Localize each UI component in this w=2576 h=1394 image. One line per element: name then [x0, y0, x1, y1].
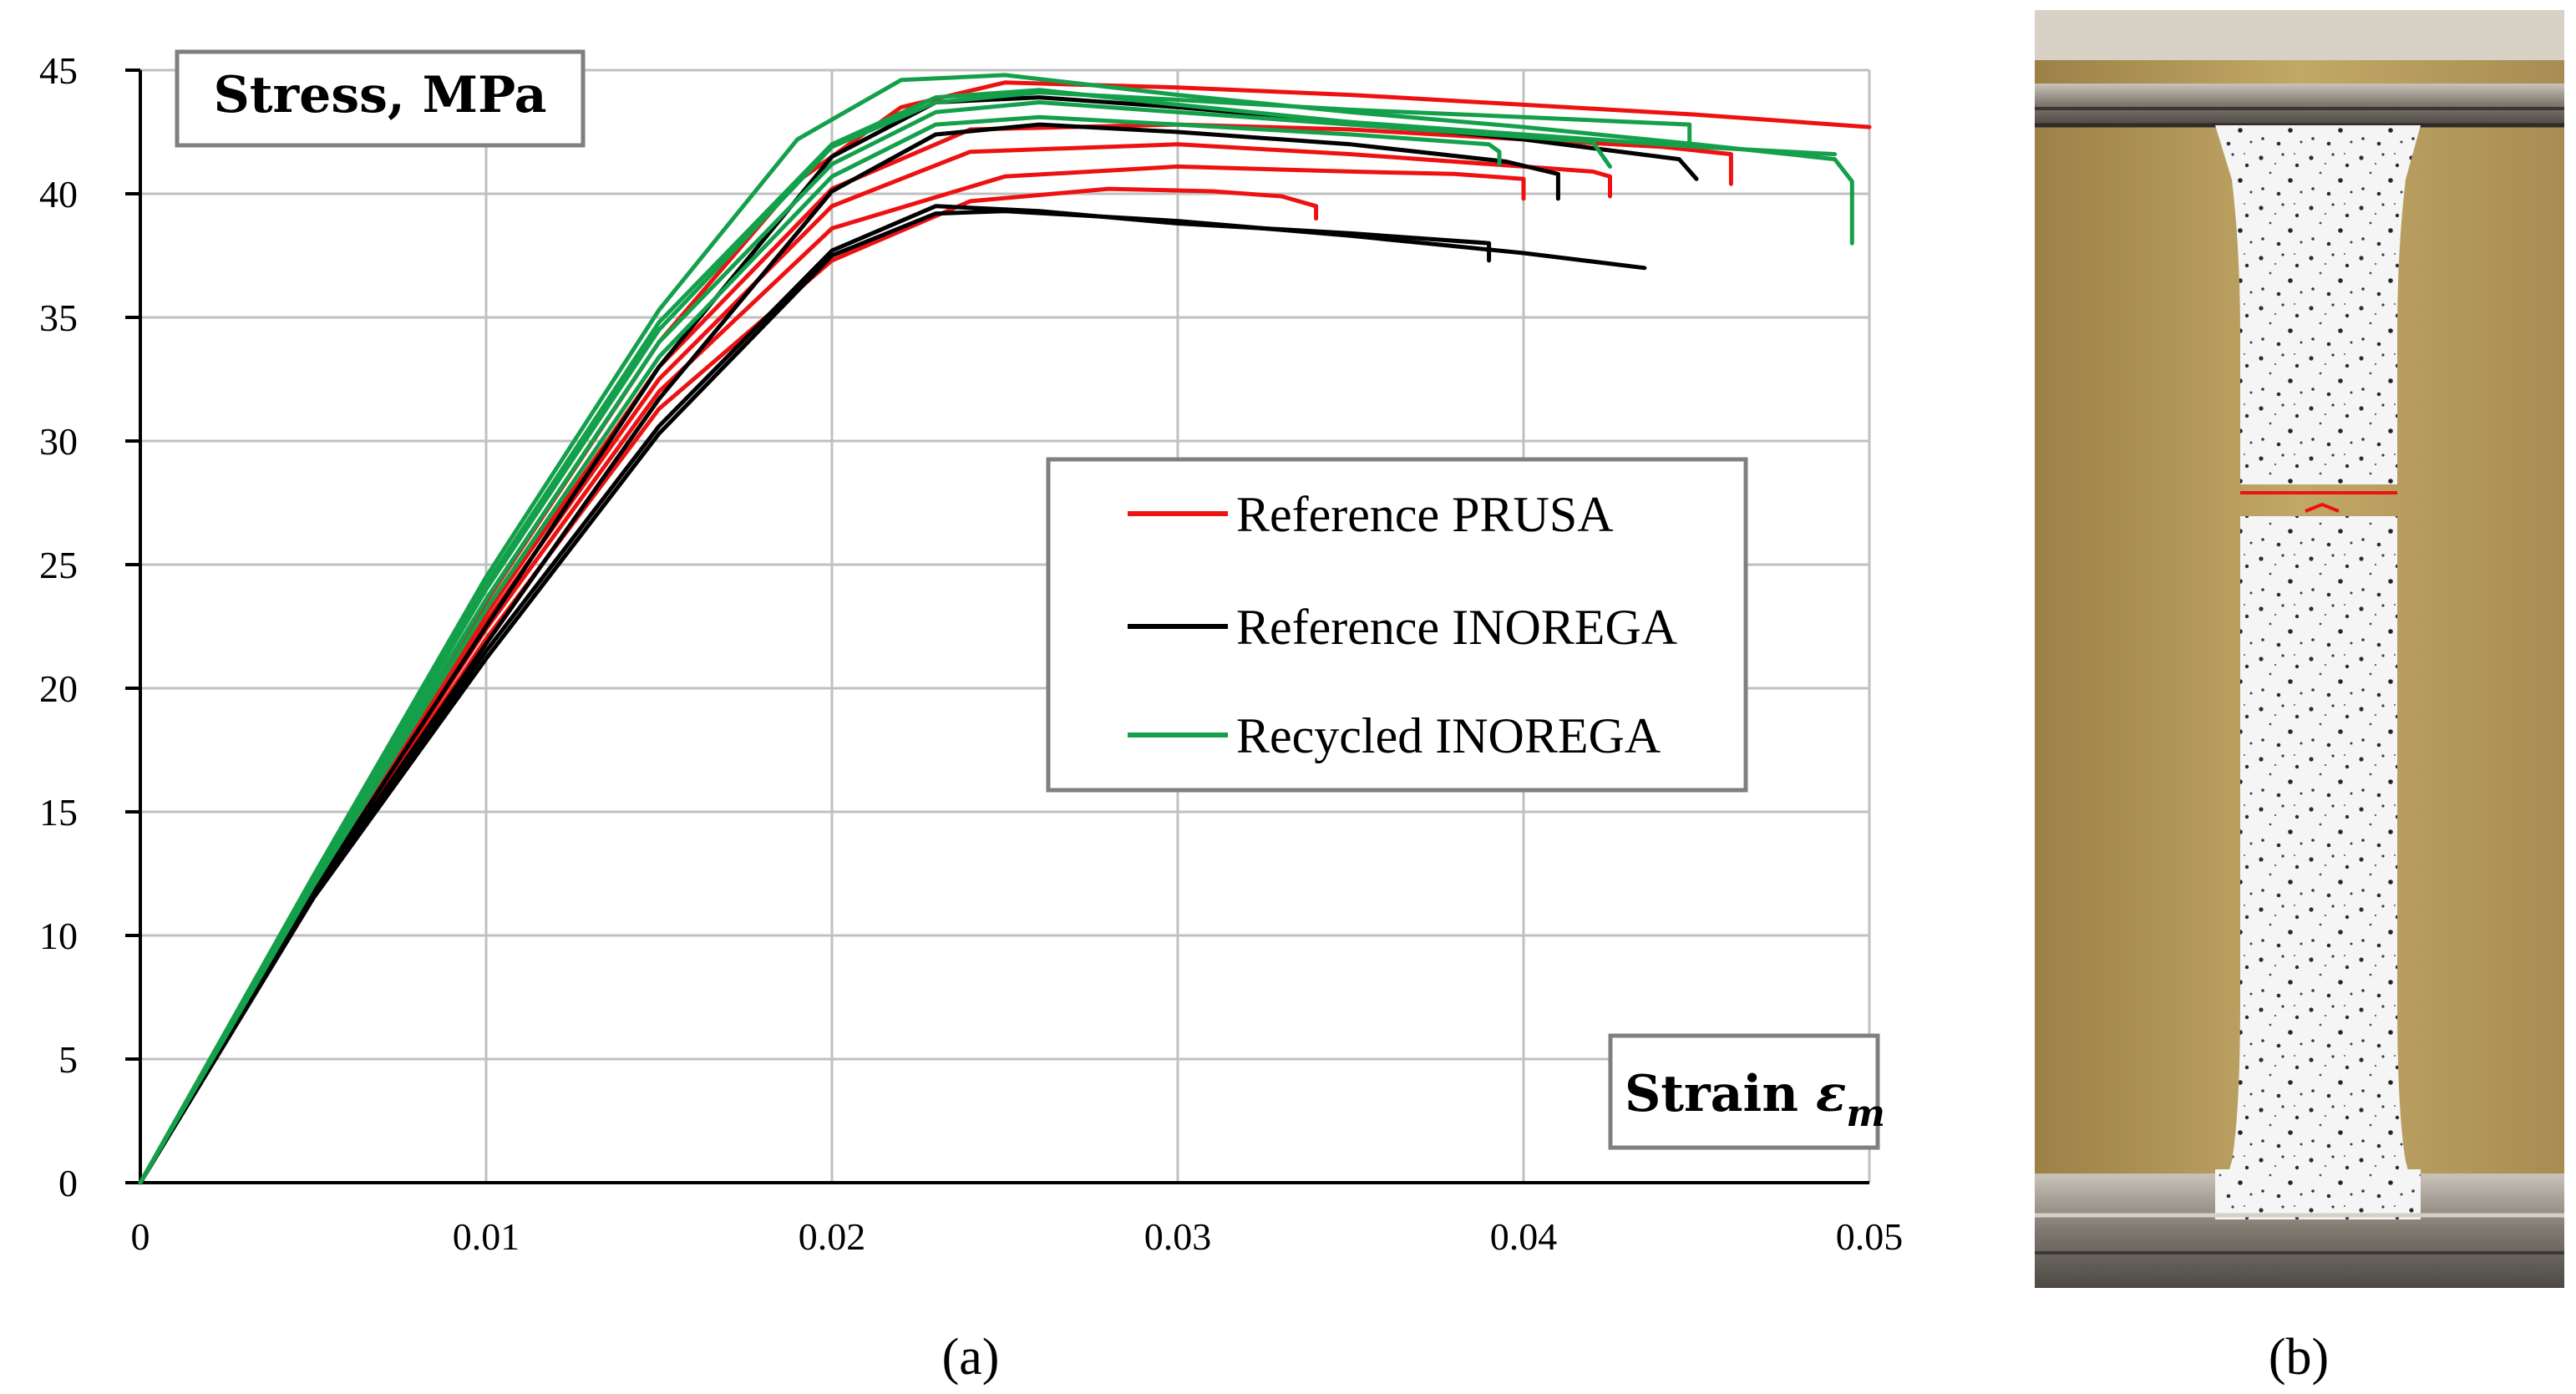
series-line-reference-prusa — [138, 142, 1612, 1185]
legend-entry-recycled-inorega: Recycled INOREGA — [1128, 708, 1661, 763]
y-tick-label: 20 — [39, 667, 78, 710]
x-axis-label-main: Strain — [1625, 1065, 1816, 1123]
upper-clamp — [2035, 84, 2564, 125]
series-line-recycled-inorega — [138, 90, 1692, 1185]
stress-strain-chart: 0 0.01 0.02 0.03 0.04 0.05 0 5 10 15 20 25 30 35 40 45… — [39, 49, 1903, 1386]
panel-a-label: (a) — [942, 1329, 1000, 1386]
legend: Reference PRUSA Reference INOREGA Recycl… — [1046, 457, 1748, 793]
x-axis-label-subscript: m — [1846, 1092, 1885, 1135]
y-tick-label: 45 — [39, 49, 78, 92]
x-axis-label-box: Strain εm — [1608, 1033, 1885, 1150]
legend-entry-reference-prusa: Reference PRUSA — [1128, 487, 1614, 542]
upper-clamp-top — [2035, 10, 2564, 60]
series-line-reference-inorega — [138, 204, 1492, 1185]
series-line-recycled-inorega — [138, 73, 1854, 1185]
y-tick-labels: 0 5 10 15 20 25 30 35 40 45 — [39, 49, 78, 1204]
series-line-reference-inorega — [138, 209, 1647, 1185]
axes — [125, 68, 1869, 1184]
legend-entry-reference-inorega: Reference INOREGA — [1128, 600, 1677, 655]
y-axis-label-box: Stress, MPa — [175, 49, 586, 148]
specimen-lower-half — [2215, 516, 2421, 1219]
series-line-recycled-inorega — [138, 100, 1612, 1185]
x-tick-labels: 0 0.01 0.02 0.03 0.04 0.05 — [131, 1215, 1904, 1258]
legend-label: Reference PRUSA — [1236, 487, 1614, 542]
series-line-recycled-inorega — [138, 114, 1502, 1185]
x-tick-label: 0.01 — [453, 1215, 520, 1258]
x-tick-label: 0 — [131, 1215, 150, 1258]
series-line-reference-inorega — [138, 122, 1560, 1185]
legend-label: Reference INOREGA — [1236, 600, 1677, 655]
y-tick-label: 40 — [39, 173, 78, 215]
x-tick-label: 0.03 — [1144, 1215, 1212, 1258]
y-tick-label: 30 — [39, 420, 78, 463]
x-tick-label: 0.05 — [1836, 1215, 1904, 1258]
y-tick-label: 0 — [58, 1162, 78, 1204]
specimen-upper-half — [2215, 125, 2421, 484]
y-tick-label: 25 — [39, 544, 78, 586]
series-line-recycled-inorega — [138, 88, 1838, 1185]
series-lines — [138, 73, 1872, 1185]
x-axis-label: Strain εm — [1625, 1065, 1885, 1135]
x-axis-label-symbol: ε — [1816, 1065, 1846, 1123]
y-axis-label: Stress, MPa — [214, 66, 547, 124]
x-tick-label: 0.04 — [1490, 1215, 1558, 1258]
series-line-reference-inorega — [138, 95, 1699, 1185]
y-tick-label: 10 — [39, 915, 78, 957]
panel-b-label: (b) — [2269, 1329, 2329, 1386]
y-tick-label: 35 — [39, 297, 78, 339]
specimen-photo: (b) — [2035, 10, 2564, 1386]
x-tick-label: 0.02 — [799, 1215, 866, 1258]
y-tick-label: 15 — [39, 791, 78, 834]
y-tick-label: 5 — [58, 1038, 78, 1081]
legend-label: Recycled INOREGA — [1236, 708, 1661, 763]
